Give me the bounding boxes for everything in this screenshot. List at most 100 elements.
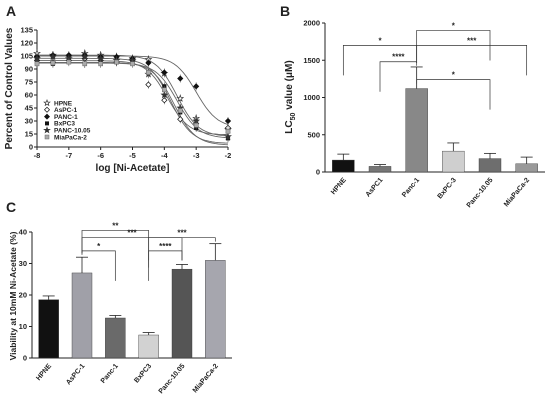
panel-c-bars	[38, 243, 226, 359]
significance-bracket	[416, 79, 491, 110]
a-point-panc-1	[193, 83, 200, 90]
a-point-miapaca-2	[177, 108, 183, 113]
a-xtick-label: -4	[161, 151, 168, 160]
panel-a-points	[33, 49, 232, 143]
a-ytick-label: 75	[25, 78, 33, 87]
category-label: MiaPaCa-2	[192, 363, 220, 395]
a-legend-marker	[43, 126, 51, 134]
bar-panc-10.05	[171, 268, 193, 359]
panel-c-category-labels: HPNE AsPC-1 Panc-1 BxPC3 Panc-10.05 MiaPaCa-2	[35, 363, 220, 396]
a-ytick-label: 60	[25, 91, 33, 100]
panel-b-category-labels: HPNE AsPC1 Panc-1 BxPC-3 Panc-10.05 MiaPaCa-2	[330, 177, 531, 210]
a-point-panc-10.05	[224, 132, 232, 140]
significance-label: *	[452, 21, 456, 30]
a-point-aspc-1	[177, 116, 184, 123]
a-point-miapaca-2	[66, 59, 72, 65]
bar-panc-10.05	[478, 158, 502, 173]
bar-panc-1	[405, 88, 428, 173]
panel-c-y-ticks: 0 10 20 30 40	[19, 228, 32, 363]
panel-a-x-ticks: -8 -7 -6 -5 -4 -3 -2	[34, 147, 232, 160]
a-point-aspc-1	[161, 97, 168, 104]
ytick-label: 1500	[303, 56, 320, 65]
bar-hpne	[38, 299, 59, 359]
bar-bxpc3	[138, 334, 159, 359]
a-legend-label: HPNE	[54, 100, 73, 107]
ytick-label: 500	[307, 130, 320, 139]
a-legend-marker	[43, 98, 51, 107]
a-point-miapaca-2	[82, 61, 88, 67]
a-xtick-label: -5	[129, 151, 136, 160]
significance-label: ****	[392, 53, 405, 62]
category-label: HPNE	[35, 363, 53, 383]
panel-c-significance: *************	[81, 221, 216, 281]
category-label: Panc-1	[401, 177, 421, 199]
significance-bracket	[81, 237, 183, 261]
category-label: Panc-10.05	[158, 363, 187, 396]
category-label: BxPC-3	[436, 177, 457, 201]
a-point-panc-1	[224, 117, 232, 125]
panel-b-bars	[332, 66, 538, 173]
a-legend-marker	[44, 106, 50, 113]
ytick-label: 2000	[303, 19, 320, 28]
category-label: Panc-10.05	[466, 177, 495, 210]
a-legend-marker	[45, 121, 49, 126]
a-point-miapaca-2	[114, 59, 119, 65]
a-ytick-label: 45	[25, 104, 33, 113]
a-point-panc-10.05	[160, 90, 169, 99]
a-ytick-label: 0	[29, 143, 33, 152]
a-point-miapaca-2	[98, 61, 103, 67]
a-ytick-label: 105	[20, 52, 33, 61]
a-point-miapaca-2	[193, 123, 199, 128]
panel-a-y-ticks: 0 15 30 45 60 75 90 105 120 135	[20, 26, 37, 152]
a-ytick-label: 135	[20, 26, 33, 35]
panel-a-dose-response: 0 15 30 45 60 75 90 105 120 135 -8 -7 -6 -5 -4 -3 -2 HP…	[4, 26, 232, 174]
a-point-panc-10.05	[48, 52, 57, 61]
panel-b-y-ticks: 0 500 1000 1500 2000	[303, 19, 325, 177]
a-legend-label: BxPC3	[54, 121, 75, 128]
panel-b-y-label-main: LC	[284, 120, 295, 133]
bar-panc-1	[105, 317, 126, 359]
panel-b-letter: B	[280, 3, 290, 19]
bar-aspc-1	[71, 272, 93, 359]
ytick-label: 40	[19, 228, 27, 237]
a-point-miapaca-2	[34, 61, 40, 67]
significance-label: *	[97, 242, 101, 251]
ytick-label: 30	[19, 259, 27, 268]
a-point-hpne	[176, 94, 185, 102]
a-ytick-label: 120	[20, 39, 33, 48]
a-xtick-label: -8	[34, 151, 41, 160]
a-legend-marker	[44, 113, 50, 120]
bar-aspc1	[368, 166, 392, 173]
category-label: BxPC3	[133, 363, 153, 385]
bar-miapaca-2	[205, 260, 226, 359]
panel-c-letter: C	[6, 199, 16, 215]
a-legend-label: PANC-1	[54, 114, 78, 121]
a-point-aspc-1	[145, 81, 152, 88]
ytick-label: 0	[316, 168, 320, 177]
a-point-miapaca-2	[130, 61, 135, 67]
bar-hpne	[332, 159, 355, 173]
a-ytick-label: 30	[25, 117, 33, 126]
bar-miapaca-2	[515, 163, 538, 173]
panel-b-y-label-rest: value (μM)	[284, 60, 295, 112]
a-point-miapaca-2	[146, 70, 151, 75]
panel-a-y-label: Percent of Control Values	[4, 27, 15, 149]
significance-label: *	[378, 36, 382, 45]
panel-b-significance: **********	[342, 21, 528, 110]
a-point-panc-1	[161, 69, 168, 76]
significance-label: *	[452, 71, 456, 80]
a-xtick-label: -6	[97, 151, 104, 160]
a-legend-label: PANC-10.05	[54, 128, 91, 135]
category-label: AsPC1	[365, 177, 385, 199]
panel-b-y-label: LC50 value (μM)	[284, 60, 297, 133]
panel-a-letter: A	[6, 3, 16, 19]
a-xtick-label: -7	[65, 151, 72, 160]
a-point-miapaca-2	[50, 60, 56, 66]
a-xtick-label: -2	[225, 151, 232, 160]
a-legend-label: AsPC-1	[54, 107, 78, 114]
ytick-label: 1000	[303, 93, 320, 102]
bar-bxpc-3	[442, 150, 465, 173]
